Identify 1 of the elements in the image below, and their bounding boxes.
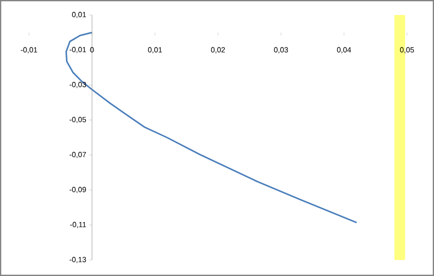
line-series xyxy=(65,32,358,224)
